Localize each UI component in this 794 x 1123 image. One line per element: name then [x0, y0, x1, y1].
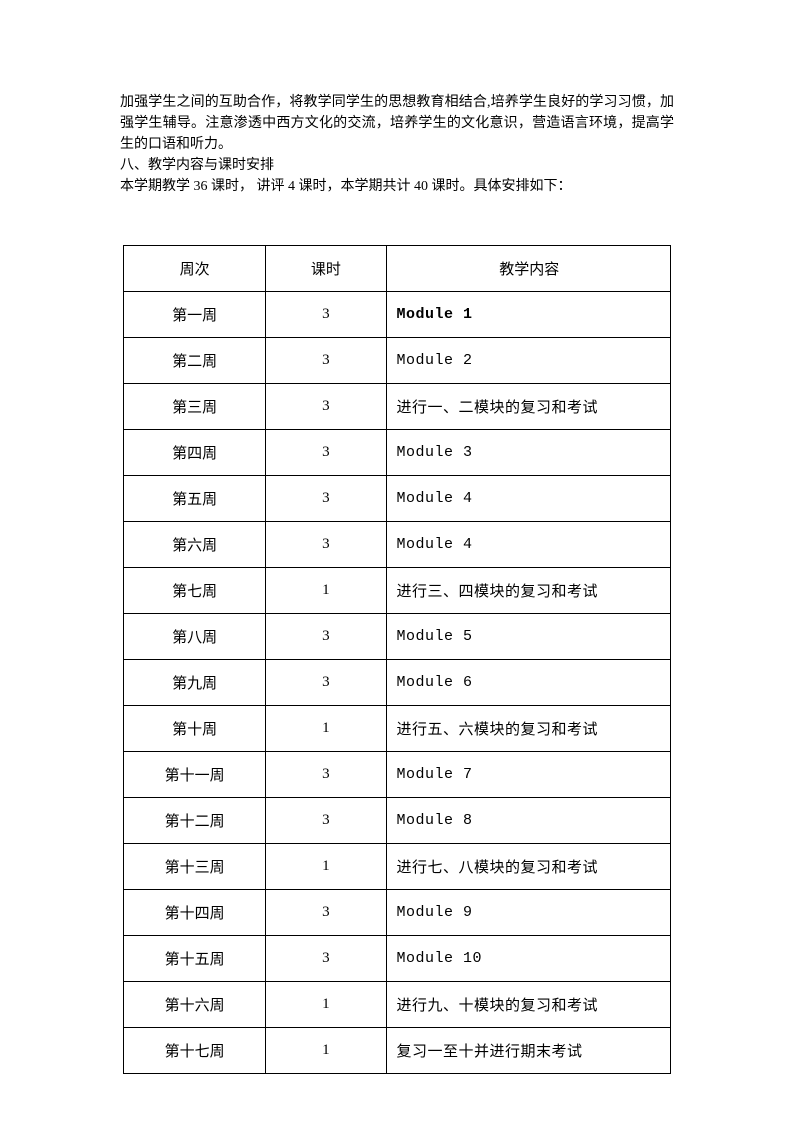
cell-hours: 3: [266, 292, 386, 338]
cell-hours: 3: [266, 798, 386, 844]
cell-hours: 1: [266, 1028, 386, 1074]
table-header-row: 周次 课时 教学内容: [124, 246, 671, 292]
cell-hours: 3: [266, 430, 386, 476]
document-content: 加强学生之间的互助合作，将教学同学生的思想教育相结合,培养学生良好的学习习惯，加…: [0, 0, 794, 1074]
table-row: 第四周3Module 3: [124, 430, 671, 476]
cell-hours: 3: [266, 384, 386, 430]
cell-hours: 1: [266, 844, 386, 890]
cell-week: 第八周: [124, 614, 266, 660]
cell-hours: 3: [266, 752, 386, 798]
cell-hours: 1: [266, 568, 386, 614]
intro-paragraph-2: 本学期教学 36 课时， 讲评 4 课时，本学期共计 40 课时。具体安排如下：: [120, 176, 674, 197]
cell-hours: 1: [266, 982, 386, 1028]
cell-content: Module 4: [386, 476, 670, 522]
table-row: 第十六周1进行九、十模块的复习和考试: [124, 982, 671, 1028]
table-row: 第六周3Module 4: [124, 522, 671, 568]
cell-content: Module 4: [386, 522, 670, 568]
cell-content: 进行五、六模块的复习和考试: [386, 706, 670, 752]
header-content: 教学内容: [386, 246, 670, 292]
section-heading: 八、教学内容与课时安排: [120, 155, 674, 176]
table-row: 第十三周1进行七、八模块的复习和考试: [124, 844, 671, 890]
cell-week: 第四周: [124, 430, 266, 476]
cell-week: 第十七周: [124, 1028, 266, 1074]
cell-hours: 3: [266, 660, 386, 706]
schedule-table-container: 周次 课时 教学内容 第一周3Module 1第二周3Module 2第三周3进…: [120, 245, 674, 1074]
cell-content: Module 10: [386, 936, 670, 982]
cell-hours: 3: [266, 936, 386, 982]
cell-content: Module 1: [386, 292, 670, 338]
cell-content: Module 6: [386, 660, 670, 706]
cell-content: Module 2: [386, 338, 670, 384]
table-row: 第十一周3Module 7: [124, 752, 671, 798]
cell-hours: 1: [266, 706, 386, 752]
table-row: 第十七周1复习一至十并进行期末考试: [124, 1028, 671, 1074]
table-row: 第九周3Module 6: [124, 660, 671, 706]
cell-hours: 3: [266, 476, 386, 522]
cell-hours: 3: [266, 338, 386, 384]
cell-content: Module 8: [386, 798, 670, 844]
cell-content: Module 3: [386, 430, 670, 476]
cell-content: 复习一至十并进行期末考试: [386, 1028, 670, 1074]
cell-content: 进行一、二模块的复习和考试: [386, 384, 670, 430]
header-hours: 课时: [266, 246, 386, 292]
cell-week: 第七周: [124, 568, 266, 614]
table-row: 第十四周3Module 9: [124, 890, 671, 936]
cell-content: 进行七、八模块的复习和考试: [386, 844, 670, 890]
cell-content: 进行三、四模块的复习和考试: [386, 568, 670, 614]
table-row: 第一周3Module 1: [124, 292, 671, 338]
cell-week: 第十周: [124, 706, 266, 752]
intro-paragraph-1: 加强学生之间的互助合作，将教学同学生的思想教育相结合,培养学生良好的学习习惯，加…: [120, 92, 674, 155]
table-body: 第一周3Module 1第二周3Module 2第三周3进行一、二模块的复习和考…: [124, 292, 671, 1074]
cell-week: 第十一周: [124, 752, 266, 798]
cell-week: 第一周: [124, 292, 266, 338]
table-row: 第八周3Module 5: [124, 614, 671, 660]
cell-week: 第三周: [124, 384, 266, 430]
table-row: 第三周3进行一、二模块的复习和考试: [124, 384, 671, 430]
table-row: 第五周3Module 4: [124, 476, 671, 522]
cell-week: 第二周: [124, 338, 266, 384]
cell-hours: 3: [266, 890, 386, 936]
cell-week: 第十六周: [124, 982, 266, 1028]
cell-content: Module 7: [386, 752, 670, 798]
header-week: 周次: [124, 246, 266, 292]
cell-week: 第十四周: [124, 890, 266, 936]
cell-content: Module 5: [386, 614, 670, 660]
cell-week: 第十三周: [124, 844, 266, 890]
table-row: 第十二周3Module 8: [124, 798, 671, 844]
cell-week: 第六周: [124, 522, 266, 568]
cell-hours: 3: [266, 522, 386, 568]
table-row: 第十五周3Module 10: [124, 936, 671, 982]
cell-content: 进行九、十模块的复习和考试: [386, 982, 670, 1028]
cell-content: Module 9: [386, 890, 670, 936]
table-row: 第二周3Module 2: [124, 338, 671, 384]
cell-hours: 3: [266, 614, 386, 660]
schedule-table: 周次 课时 教学内容 第一周3Module 1第二周3Module 2第三周3进…: [123, 245, 671, 1074]
cell-week: 第十五周: [124, 936, 266, 982]
table-row: 第十周1进行五、六模块的复习和考试: [124, 706, 671, 752]
cell-week: 第五周: [124, 476, 266, 522]
table-row: 第七周1进行三、四模块的复习和考试: [124, 568, 671, 614]
cell-week: 第九周: [124, 660, 266, 706]
cell-week: 第十二周: [124, 798, 266, 844]
